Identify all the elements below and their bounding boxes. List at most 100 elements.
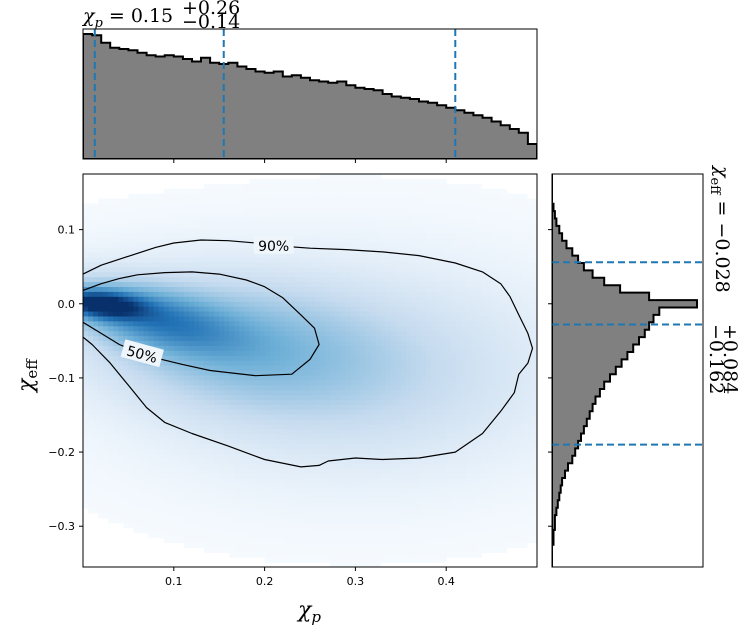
density-cell <box>264 429 271 435</box>
density-cell <box>153 365 160 372</box>
density-cell <box>269 399 276 406</box>
density-cell <box>249 272 256 278</box>
density-cell <box>289 257 296 264</box>
density-cell <box>254 508 261 514</box>
density-cell <box>168 512 175 519</box>
density-cell <box>229 257 235 264</box>
density-cell <box>320 424 326 431</box>
density-cell <box>259 198 266 205</box>
density-cell <box>148 385 155 391</box>
density-cell <box>405 419 412 426</box>
density-cell <box>264 424 271 431</box>
density-cell <box>320 419 326 426</box>
density-cell <box>113 301 119 308</box>
density-cell <box>214 218 220 224</box>
density-cell <box>365 316 372 322</box>
density-cell <box>103 242 109 249</box>
density-cell <box>133 395 140 401</box>
density-cell <box>345 512 351 519</box>
density-cell <box>219 291 225 298</box>
density-cell <box>173 498 180 504</box>
density-cell <box>88 370 94 377</box>
density-cell <box>93 429 99 435</box>
density-cell <box>370 498 377 504</box>
density-cell <box>375 547 382 553</box>
density-cell <box>178 301 185 308</box>
density-cell <box>168 223 175 229</box>
density-cell <box>350 537 356 544</box>
density-cell <box>380 493 387 499</box>
density-cell <box>199 527 205 534</box>
density-cell <box>108 316 114 322</box>
density-cell <box>224 208 230 214</box>
density-cell <box>365 547 372 553</box>
density-cell <box>340 385 346 391</box>
density-cell <box>188 390 195 396</box>
density-cell <box>128 483 135 489</box>
density-cell <box>310 390 316 396</box>
density-cell <box>259 208 266 214</box>
density-cell <box>375 341 382 347</box>
density-cell <box>199 449 205 455</box>
density-cell <box>219 483 225 489</box>
density-cell <box>365 532 372 539</box>
density-cell <box>345 365 351 372</box>
density-cell <box>380 419 387 426</box>
density-cell <box>163 223 170 229</box>
density-cell <box>385 370 392 377</box>
density-cell <box>133 203 140 209</box>
density-cell <box>395 375 402 381</box>
density-cell <box>93 296 99 303</box>
density-cell <box>148 512 155 519</box>
density-cell <box>178 444 185 450</box>
density-cell <box>264 291 271 298</box>
density-cell <box>284 321 291 327</box>
density-cell <box>128 336 135 342</box>
density-cell <box>289 277 296 283</box>
density-cell <box>415 272 422 278</box>
density-cell <box>375 247 382 254</box>
density-cell <box>390 277 397 283</box>
density-cell <box>304 193 311 200</box>
density-cell <box>370 208 377 214</box>
density-cell <box>173 478 180 485</box>
density-cell <box>153 488 160 494</box>
density-cell <box>330 532 336 539</box>
density-cell <box>199 218 205 224</box>
density-cell <box>284 232 291 239</box>
density-cell <box>259 267 266 273</box>
density-cell <box>269 341 276 347</box>
density-cell <box>320 326 326 332</box>
density-cell <box>209 424 215 431</box>
density-cell <box>244 468 251 475</box>
density-cell <box>310 527 316 534</box>
density-cell <box>395 272 402 278</box>
density-cell <box>299 365 306 372</box>
density-cell <box>385 478 392 485</box>
density-cell <box>143 463 150 470</box>
density-cell <box>214 321 220 327</box>
density-cell <box>158 272 165 278</box>
density-cell <box>158 331 165 337</box>
density-cell <box>229 414 235 421</box>
density-cell <box>284 488 291 494</box>
density-cell <box>385 296 392 303</box>
density-cell <box>320 370 326 377</box>
density-cell <box>188 395 195 401</box>
density-cell <box>340 345 346 352</box>
density-cell <box>113 414 119 421</box>
density-cell <box>269 296 276 303</box>
density-cell <box>380 178 387 185</box>
density-cell <box>345 345 351 352</box>
density-cell <box>88 444 94 450</box>
density-cell <box>153 316 160 322</box>
density-cell <box>168 296 175 303</box>
density-cell <box>304 404 311 411</box>
density-cell <box>138 395 145 401</box>
density-cell <box>143 434 150 440</box>
density-cell <box>259 444 266 450</box>
density-cell <box>98 252 104 259</box>
density-cell <box>405 508 412 514</box>
density-cell <box>320 213 326 219</box>
density-cell <box>365 473 372 480</box>
